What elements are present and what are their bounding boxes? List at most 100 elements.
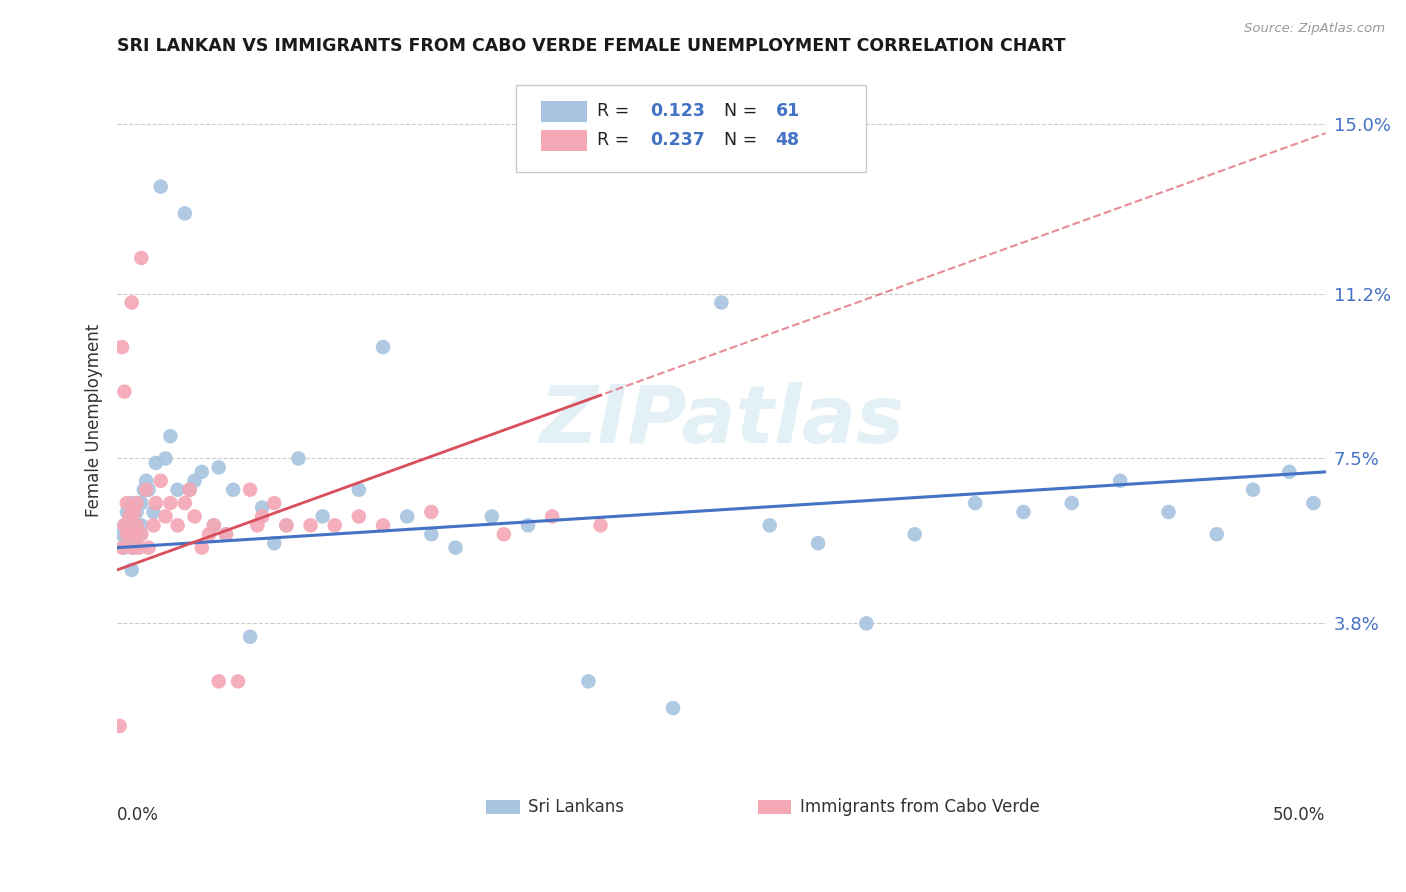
Point — [183, 509, 205, 524]
Text: 0.123: 0.123 — [650, 102, 704, 120]
Point — [662, 701, 685, 715]
Point — [125, 505, 148, 519]
Point — [173, 496, 195, 510]
Point — [131, 251, 153, 265]
Point — [239, 630, 262, 644]
Point — [145, 496, 167, 510]
Point — [122, 527, 145, 541]
Point — [276, 518, 298, 533]
Text: 0.237: 0.237 — [650, 131, 704, 149]
Point — [222, 483, 245, 497]
Point — [420, 505, 443, 519]
Point — [371, 340, 394, 354]
Point — [239, 483, 262, 497]
Point — [1205, 527, 1227, 541]
Point — [131, 527, 153, 541]
Point — [121, 496, 143, 510]
Point — [1157, 505, 1180, 519]
Point — [114, 518, 136, 533]
Point — [183, 474, 205, 488]
Point — [311, 509, 333, 524]
Point — [198, 527, 221, 541]
Point — [128, 527, 150, 541]
Text: 50.0%: 50.0% — [1274, 806, 1326, 824]
Point — [108, 719, 131, 733]
Point — [710, 295, 733, 310]
Point — [965, 496, 987, 510]
Point — [492, 527, 515, 541]
Point — [215, 527, 238, 541]
Point — [276, 518, 298, 533]
Point — [299, 518, 322, 533]
Point — [155, 451, 177, 466]
Point — [202, 518, 225, 533]
Point — [246, 518, 269, 533]
Point — [1012, 505, 1035, 519]
Point — [142, 518, 165, 533]
FancyBboxPatch shape — [516, 85, 866, 172]
Point — [155, 509, 177, 524]
Point — [347, 509, 370, 524]
Point — [166, 483, 188, 497]
Point — [444, 541, 467, 555]
Text: N =: N = — [724, 131, 762, 149]
Point — [111, 527, 134, 541]
Point — [111, 340, 134, 354]
Point — [263, 536, 285, 550]
Bar — [485, 800, 520, 814]
Point — [118, 509, 141, 524]
Point — [420, 527, 443, 541]
Bar — [541, 130, 588, 152]
Text: R =: R = — [598, 102, 634, 120]
Point — [114, 518, 136, 533]
Text: Sri Lankans: Sri Lankans — [529, 797, 624, 816]
Point — [114, 541, 136, 555]
Point — [226, 674, 249, 689]
Bar — [758, 800, 792, 814]
Y-axis label: Female Unemployment: Female Unemployment — [86, 324, 103, 517]
Point — [118, 509, 141, 524]
Point — [179, 483, 201, 497]
Point — [323, 518, 346, 533]
Point — [115, 505, 138, 519]
Point — [121, 295, 143, 310]
Text: 61: 61 — [776, 102, 800, 120]
Point — [1241, 483, 1264, 497]
Text: 48: 48 — [776, 131, 800, 149]
Text: R =: R = — [598, 131, 634, 149]
Point — [125, 496, 148, 510]
Point — [118, 536, 141, 550]
Point — [1109, 474, 1132, 488]
Text: SRI LANKAN VS IMMIGRANTS FROM CABO VERDE FEMALE UNEMPLOYMENT CORRELATION CHART: SRI LANKAN VS IMMIGRANTS FROM CABO VERDE… — [117, 37, 1066, 55]
Point — [145, 456, 167, 470]
Point — [138, 541, 160, 555]
Point — [111, 541, 134, 555]
Point — [1302, 496, 1324, 510]
Text: 0.0%: 0.0% — [117, 806, 159, 824]
Point — [121, 563, 143, 577]
Point — [517, 518, 540, 533]
Point — [121, 541, 143, 555]
Point — [115, 527, 138, 541]
Point — [142, 505, 165, 519]
Point — [263, 496, 285, 510]
Point — [215, 527, 238, 541]
Text: N =: N = — [724, 102, 762, 120]
Point — [589, 518, 612, 533]
Point — [122, 518, 145, 533]
Point — [347, 483, 370, 497]
Text: Immigrants from Cabo Verde: Immigrants from Cabo Verde — [800, 797, 1039, 816]
Point — [138, 483, 160, 497]
Bar — [541, 101, 588, 122]
Point — [396, 509, 419, 524]
Point — [122, 541, 145, 555]
Point — [159, 496, 181, 510]
Point — [250, 509, 273, 524]
Point — [132, 483, 155, 497]
Point — [115, 496, 138, 510]
Point — [114, 384, 136, 399]
Point — [135, 483, 157, 497]
Point — [904, 527, 927, 541]
Point — [135, 474, 157, 488]
Point — [166, 518, 188, 533]
